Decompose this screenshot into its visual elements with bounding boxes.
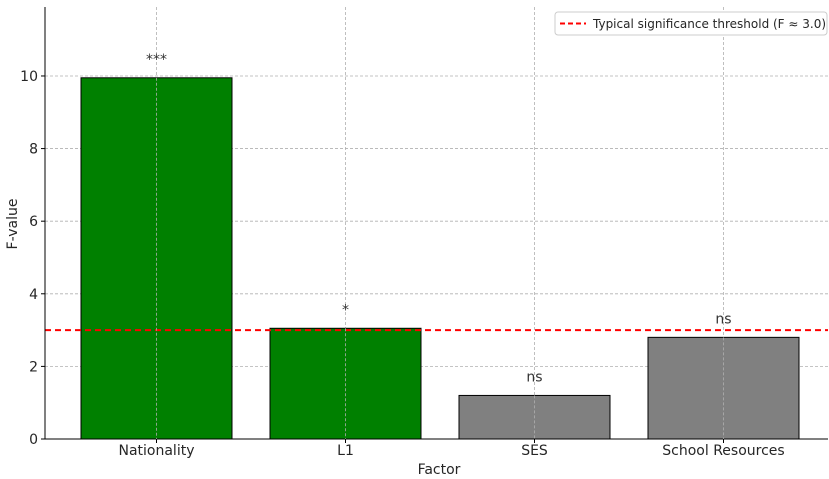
x-tick-label: SES: [521, 443, 548, 459]
x-tick-label: School Resources: [662, 443, 784, 459]
y-tick-label: 8: [29, 142, 38, 158]
axis-layer: 0 2 4 6 8 10 Nationality L1 SES School Resources: [20, 7, 828, 459]
y-axis-title: F-value: [5, 199, 21, 250]
legend: Typical significance threshold (F ≈ 3.0): [554, 11, 828, 36]
y-tick-label: 2: [29, 359, 38, 375]
significance-label: *: [342, 302, 349, 318]
x-tick-label: L1: [337, 443, 354, 459]
legend-box: [554, 11, 828, 36]
legend-threshold-label: Typical significance threshold (F ≈ 3.0): [592, 17, 826, 31]
significance-label: ns: [715, 311, 731, 327]
y-tick-label: 0: [29, 432, 38, 448]
x-axis-title: Factor: [418, 462, 461, 478]
y-tick-label: 4: [29, 287, 38, 303]
x-tick-label: Nationality: [118, 443, 194, 459]
y-tick-label: 10: [20, 69, 38, 85]
significance-label: ***: [146, 52, 167, 68]
significance-label: ns: [526, 369, 542, 385]
bar-layer: [80, 77, 800, 440]
y-tick-label: 6: [29, 214, 38, 230]
